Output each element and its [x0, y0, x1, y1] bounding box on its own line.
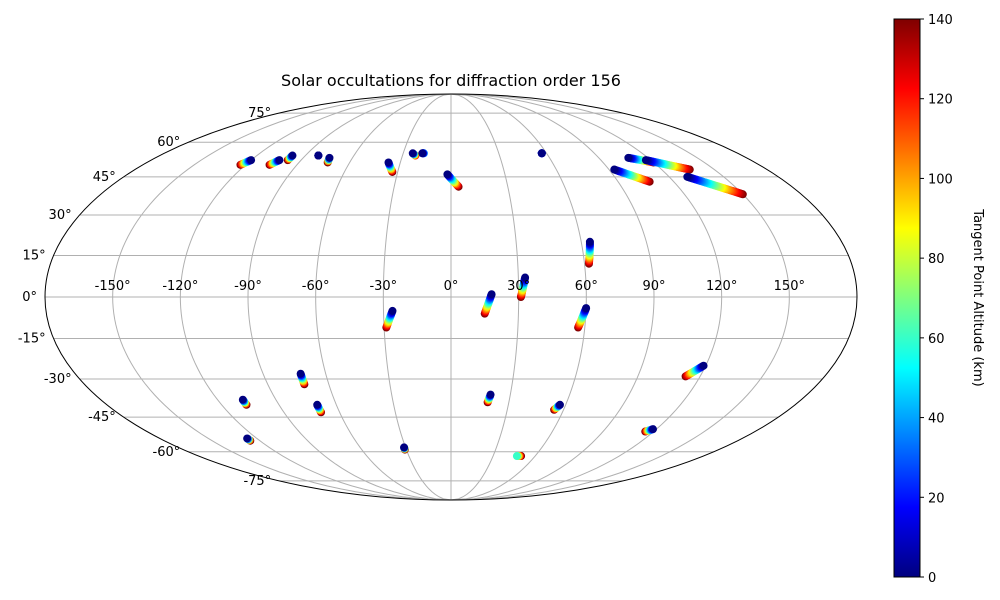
occultation-track	[382, 306, 397, 332]
latitude-tick-label: -60°	[153, 445, 181, 460]
latitude-tick-label: -30°	[44, 372, 72, 387]
track-point	[247, 156, 256, 165]
graticule-grid	[45, 94, 857, 500]
occultation-track	[516, 273, 530, 301]
longitude-tick-label: -90°	[234, 279, 262, 294]
track-point	[400, 443, 409, 452]
occultation-track	[408, 149, 420, 160]
occultation-track	[283, 151, 297, 165]
longitude-tick-labels: -150° -120° -90° -60° -30° 0° 30° 60° 90° 120° 150…	[95, 279, 805, 294]
colorbar-ticks: 0 20 40 60 80 100 120 140	[920, 13, 953, 586]
latitude-tick-label: -75°	[243, 474, 271, 489]
occultation-track	[265, 156, 284, 169]
longitude-tick-label: -150°	[95, 279, 131, 294]
occultation-track	[313, 400, 326, 417]
occultation-track	[584, 237, 594, 268]
track-point	[408, 149, 417, 158]
track-point	[313, 400, 322, 409]
occultation-track	[641, 156, 694, 174]
occultation-track	[483, 390, 495, 407]
track-point	[275, 156, 284, 165]
latitude-tick-label: -45°	[88, 410, 116, 425]
track-point	[641, 156, 650, 165]
occultation-track	[238, 395, 251, 409]
chart-title: Solar occultations for diffraction order…	[281, 71, 621, 90]
occultation-track	[418, 149, 428, 158]
colorbar-tick-label: 100	[928, 172, 953, 187]
occultation-track	[480, 290, 496, 318]
track-point	[314, 151, 323, 160]
latitude-tick-label: 75°	[248, 106, 271, 121]
occultation-track	[683, 172, 747, 199]
track-point	[238, 395, 247, 404]
latitude-tick-label: 60°	[157, 135, 180, 150]
map-boundary	[44, 93, 858, 501]
longitude-tick-label: 150°	[774, 279, 805, 294]
latitude-tick-label: 30°	[49, 208, 72, 223]
track-point	[683, 172, 692, 181]
colorbar-tick-label: 60	[928, 332, 945, 347]
colorbar-label: Tangent Point Altitude (km)	[970, 208, 985, 386]
colorbar-tick-label: 40	[928, 412, 945, 427]
longitude-tick-label: -120°	[162, 279, 198, 294]
track-point	[555, 400, 564, 409]
occultation-track	[243, 434, 255, 445]
track-point	[486, 390, 495, 399]
colorbar-tick-label: 20	[928, 491, 945, 506]
track-point	[388, 306, 397, 315]
track-point	[243, 434, 252, 443]
occultation-track	[537, 149, 546, 158]
longitude-tick-label: 60°	[575, 279, 598, 294]
longitude-tick-label: -60°	[302, 279, 330, 294]
occultation-track	[323, 153, 334, 167]
track-point	[624, 153, 633, 162]
track-point	[418, 149, 427, 158]
occultation-track	[400, 443, 409, 454]
colorbar-gradient	[893, 18, 921, 578]
longitude-tick-label: 0°	[444, 279, 459, 294]
latitude-tick-labels: 75° 60° 45° 30° 15° 0° -15° -30° -45° -60° -75°	[18, 106, 271, 489]
latitude-tick-label: 15°	[23, 248, 46, 263]
occultation-track	[610, 165, 654, 186]
occultation-tracks	[236, 149, 747, 461]
track-point	[699, 361, 708, 370]
track-point	[296, 369, 305, 378]
occultation-track	[384, 158, 397, 176]
colorbar-tick-label: 0	[928, 571, 936, 586]
track-point	[585, 237, 594, 246]
longitude-tick-label: 120°	[706, 279, 737, 294]
colorbar: 0 20 40 60 80 100 120 140 Tangent Point Altitud…	[893, 13, 985, 586]
track-point	[537, 149, 546, 158]
longitude-tick-label: 30°	[507, 279, 530, 294]
track-point	[582, 304, 591, 313]
occultation-track	[296, 369, 309, 389]
colorbar-tick-label: 140	[928, 13, 953, 28]
track-point	[610, 165, 619, 174]
longitude-tick-label: -30°	[369, 279, 397, 294]
track-point	[521, 273, 530, 282]
track-point	[649, 425, 657, 434]
latitude-tick-label: -15°	[18, 332, 46, 347]
occultation-track	[512, 452, 526, 461]
occultation-track	[314, 151, 323, 160]
occultation-track	[574, 304, 591, 332]
colorbar-tick-label: 80	[928, 252, 945, 267]
track-point	[512, 452, 521, 461]
track-point	[325, 153, 334, 162]
occultation-track	[443, 170, 463, 191]
track-point	[384, 158, 393, 167]
longitude-tick-label: 90°	[642, 279, 665, 294]
occultation-track	[236, 156, 256, 169]
track-point	[288, 151, 297, 160]
occultation-track	[550, 400, 564, 414]
track-point	[443, 170, 452, 179]
occultation-track	[641, 425, 657, 436]
colorbar-tick-label: 120	[928, 93, 953, 108]
latitude-tick-label: 0°	[22, 290, 37, 305]
latitude-tick-label: 45°	[93, 170, 116, 185]
track-point	[487, 290, 496, 299]
occultation-track	[681, 361, 708, 381]
